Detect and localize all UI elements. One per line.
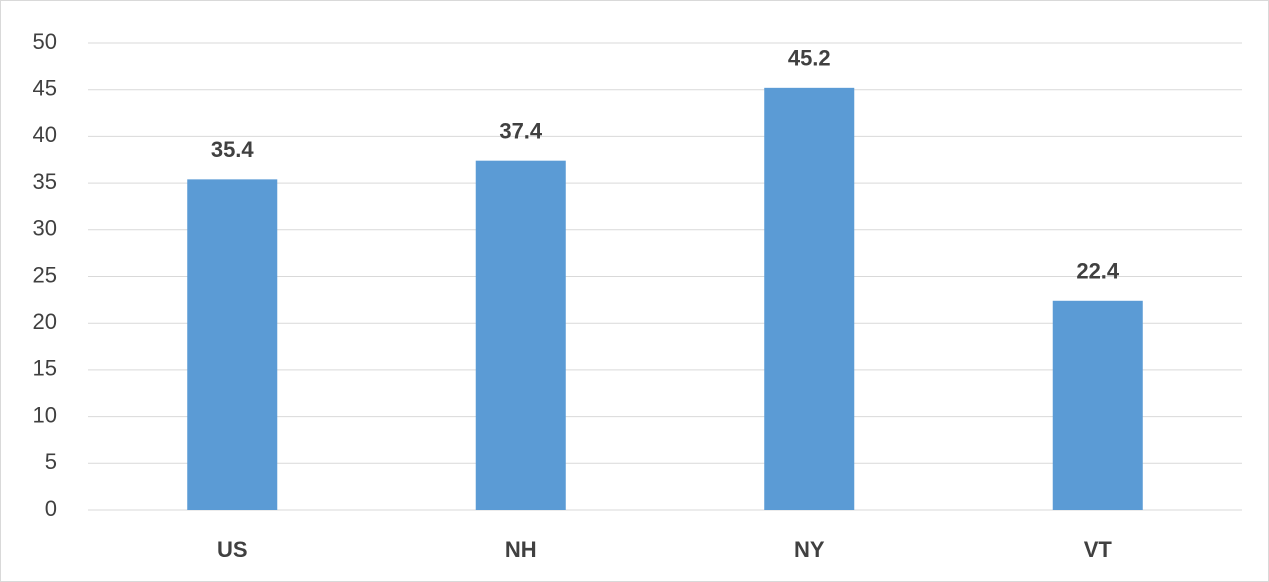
data-label: 37.4 <box>499 118 543 143</box>
bar <box>475 160 566 510</box>
y-tick-label: 20 <box>33 309 57 334</box>
bar <box>187 179 278 510</box>
x-tick-label: VT <box>1084 537 1113 562</box>
y-tick-label: 25 <box>33 262 57 287</box>
y-tick-label: 45 <box>33 76 57 101</box>
x-tick-label: NH <box>505 537 537 562</box>
y-tick-label: 0 <box>45 496 57 521</box>
bar <box>764 87 855 510</box>
data-label: 35.4 <box>211 137 255 162</box>
x-tick-label: US <box>217 537 248 562</box>
y-tick-label: 15 <box>33 356 57 381</box>
x-tick-label: NY <box>794 537 825 562</box>
data-label: 45.2 <box>788 46 831 71</box>
y-tick-label: 40 <box>33 122 57 147</box>
y-tick-label: 30 <box>33 216 57 241</box>
data-label: 22.4 <box>1076 259 1120 284</box>
y-tick-label: 50 <box>33 29 57 54</box>
y-tick-label: 10 <box>33 402 57 427</box>
y-tick-label: 35 <box>33 169 57 194</box>
y-tick-label: 5 <box>45 449 57 474</box>
bar <box>1052 300 1143 510</box>
